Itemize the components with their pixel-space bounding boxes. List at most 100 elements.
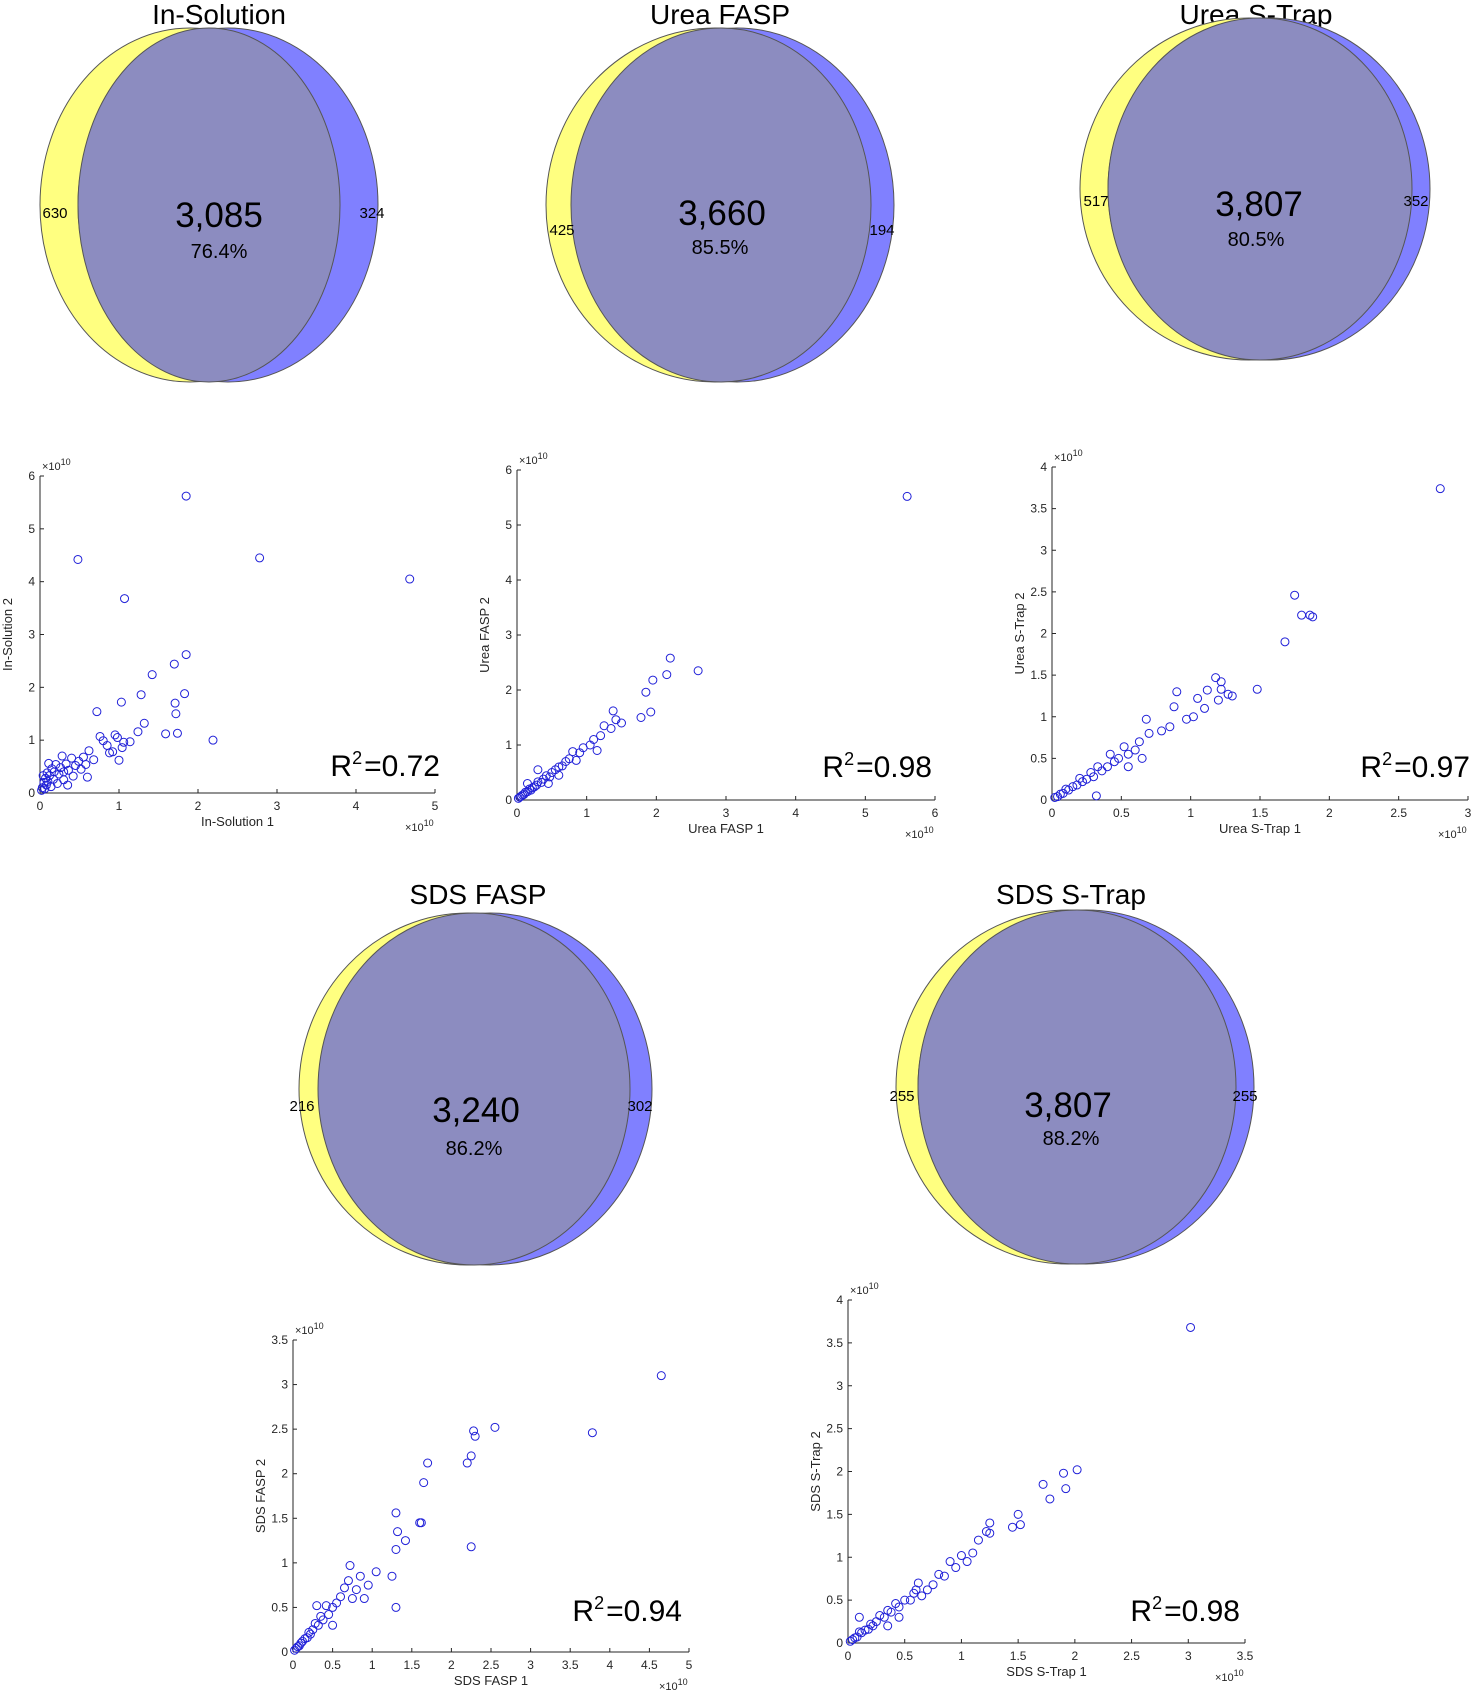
data-point: [363, 1580, 373, 1590]
data-point: [339, 1583, 349, 1593]
data-point: [845, 1636, 855, 1646]
data-point: [1072, 780, 1082, 790]
data-point: [1061, 1484, 1071, 1494]
data-point: [592, 746, 602, 755]
y-axis-label: SDS FASP 2: [253, 1459, 268, 1533]
data-point: [1134, 737, 1144, 747]
data-point: [922, 1585, 932, 1595]
venn-sds-fasp: SDS FASP 3,240 86.2% 216 302: [289, 879, 653, 1266]
data-point: [82, 772, 92, 782]
r-squared-label: R2=0.72: [330, 748, 440, 783]
y-exponent-label: ×1010: [42, 457, 71, 473]
data-point: [883, 1621, 893, 1631]
y-tick-label: 4: [1040, 460, 1047, 474]
y-exponent-power: 10: [538, 451, 548, 461]
data-point: [347, 1594, 357, 1604]
data-point: [894, 1602, 904, 1612]
x-tick-label: 2.5: [1123, 1649, 1140, 1663]
data-point: [956, 1551, 966, 1561]
x-tick-label: 2: [1072, 1649, 1079, 1663]
venn-overlap: [1108, 18, 1412, 360]
data-point: [917, 1591, 927, 1601]
y-tick-label: 1.5: [826, 1507, 843, 1521]
data-point: [139, 718, 149, 728]
data-point: [110, 730, 120, 740]
data-point: [147, 670, 157, 680]
r-squared-label: R2=0.98: [822, 749, 932, 784]
y-tick-label: 0: [505, 793, 512, 807]
data-point: [1141, 714, 1151, 724]
data-point: [1015, 1520, 1025, 1530]
data-point: [962, 1557, 972, 1567]
data-point: [1050, 793, 1060, 803]
venn-title: SDS S-Trap: [996, 879, 1146, 910]
r-squared-power: 2: [1152, 1593, 1162, 1613]
data-point: [59, 767, 69, 777]
data-point: [985, 1528, 995, 1538]
venn-right-only-count: 194: [869, 222, 894, 239]
y-tick-label: 3.5: [271, 1333, 288, 1347]
y-tick-label: 0: [28, 786, 35, 800]
y-tick-label: 1.5: [271, 1511, 288, 1525]
data-point: [513, 793, 523, 803]
data-point: [596, 731, 606, 741]
data-point: [854, 1612, 864, 1622]
y-tick-label: 3.5: [1030, 502, 1047, 516]
data-point: [208, 735, 218, 745]
y-tick-label: 2.5: [1030, 585, 1047, 599]
y-tick-label: 1: [1040, 710, 1047, 724]
x-exponent-label: ×1010: [659, 1677, 688, 1693]
data-point: [554, 770, 564, 780]
data-point: [1045, 1494, 1055, 1504]
data-point: [587, 1428, 597, 1438]
data-point: [1172, 687, 1182, 697]
x-axis-label: SDS FASP 1: [454, 1673, 528, 1688]
data-point: [1169, 702, 1179, 712]
y-tick-label: 2: [1040, 627, 1047, 641]
r-squared-value: =0.72: [364, 750, 440, 783]
x-exponent-power: 10: [678, 1677, 688, 1687]
data-point: [405, 574, 415, 584]
y-tick-label: 2.5: [826, 1422, 843, 1436]
data-point: [1007, 1522, 1017, 1532]
venn-shared-count: 3,085: [175, 196, 263, 235]
data-point: [393, 1527, 403, 1537]
data-point: [1182, 714, 1192, 724]
data-point: [515, 792, 525, 802]
data-point: [854, 1627, 864, 1637]
venn-overlap-edge: [317, 912, 631, 1266]
data-point: [1290, 590, 1300, 600]
venn-overlap: [318, 913, 630, 1265]
data-point: [68, 771, 78, 781]
venn-overlap: [78, 28, 340, 382]
data-point: [466, 1542, 476, 1552]
data-point: [304, 1627, 314, 1637]
data-point: [522, 779, 532, 788]
data-point: [1308, 612, 1318, 622]
data-point: [391, 1602, 401, 1612]
y-tick-label: 3: [1040, 543, 1047, 557]
data-point: [1013, 1509, 1023, 1519]
data-point: [1086, 768, 1096, 778]
venn-in-solution: In-Solution 3,085 76.4% 630 324: [39, 0, 385, 383]
y-tick-label: 1: [281, 1556, 288, 1570]
data-point: [54, 769, 64, 779]
data-point: [84, 746, 94, 756]
data-point: [116, 697, 126, 707]
data-point: [911, 1585, 921, 1595]
data-point: [63, 765, 73, 775]
data-point: [1072, 1465, 1082, 1475]
x-tick-label: 0: [290, 1658, 297, 1672]
x-tick-label: 1: [116, 799, 123, 813]
data-point: [102, 740, 112, 750]
x-tick-label: 2: [653, 806, 660, 820]
y-tick-label: 2: [505, 683, 512, 697]
data-point: [71, 761, 81, 771]
venn-title: Urea FASP: [650, 0, 790, 30]
x-tick-label: 5: [862, 806, 869, 820]
data-point: [545, 772, 555, 782]
scatter-sds-fasp: 0 0.5 1 1.5 2 2.5 3 3.5 4 4.5 5 0 0.5 1 1.5 2 2.5 3 3.5 SDS…: [253, 1321, 693, 1693]
r-squared-label: R2=0.98: [1130, 1593, 1240, 1628]
x-tick-label: 3.5: [562, 1658, 579, 1672]
scatter-sds-s-trap: 0 0.5 1 1.5 2 2.5 3 3.5 0 0.5 1 1.5 2 2.5 3 3.5 4 SDS S-T…: [808, 1281, 1254, 1684]
